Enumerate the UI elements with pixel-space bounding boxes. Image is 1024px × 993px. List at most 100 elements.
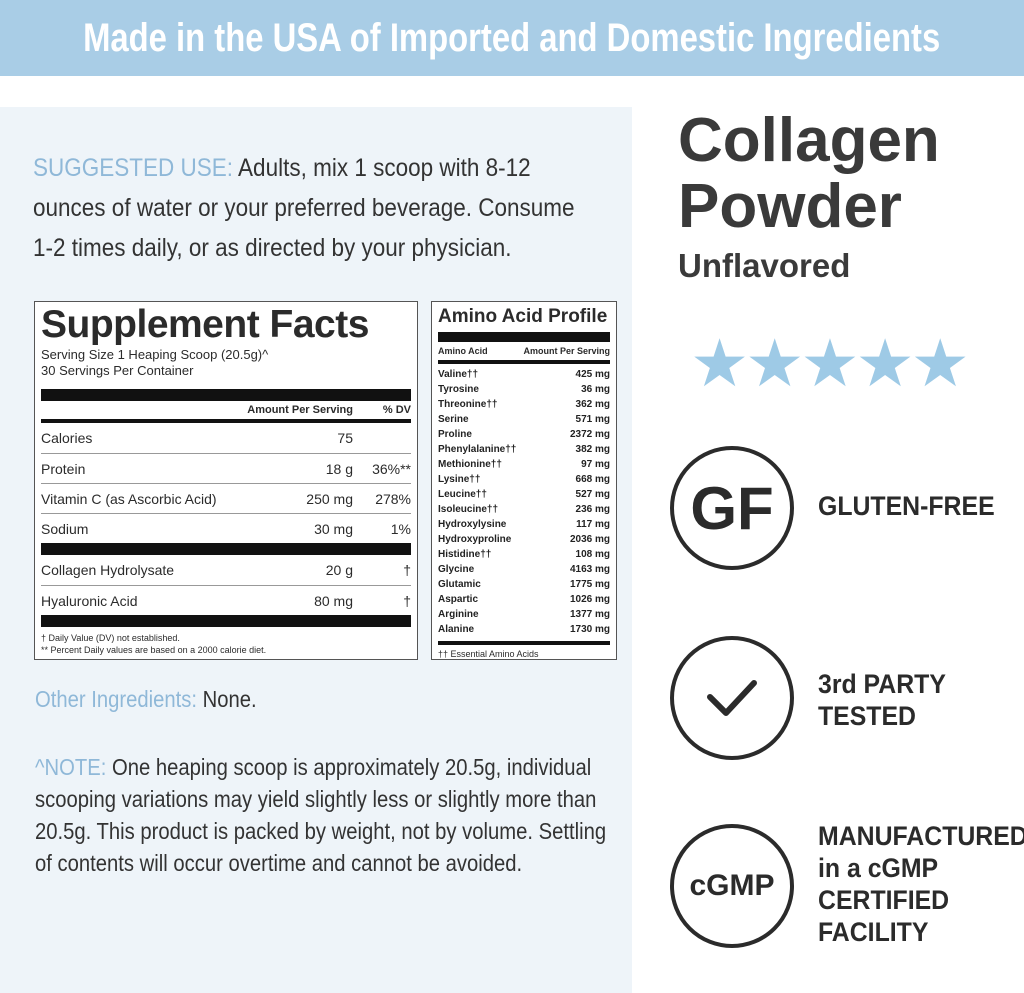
- top-banner: Made in the USA of Imported and Domestic…: [0, 0, 1024, 76]
- amino-row: Hydroxylysine 117 mg: [438, 517, 610, 532]
- nutrient-name: Collagen Hydrolysate: [41, 562, 175, 578]
- title-line2: Powder: [678, 172, 902, 241]
- footnote-dv: † Daily Value (DV) not established.: [41, 633, 180, 643]
- amino-amount: 36 mg: [581, 384, 610, 395]
- divider: [41, 543, 411, 555]
- amino-footnote: †† Essential Amino Acids: [438, 649, 539, 659]
- amino-row: Glutamic 1775 mg: [438, 577, 610, 592]
- badge-line: FACILITY: [818, 917, 929, 947]
- divider: [41, 615, 411, 627]
- amino-row: Serine 571 mg: [438, 412, 610, 427]
- nutrient-amount: 250 mg: [306, 490, 353, 507]
- amino-name: Leucine††: [438, 489, 487, 500]
- gf-text: GF: [690, 474, 774, 542]
- title-line1: Collagen: [678, 106, 940, 175]
- amino-row: Histidine†† 108 mg: [438, 547, 610, 562]
- star-rating-icon: ★★★★★: [690, 326, 970, 400]
- badge-third-party: 3rd PARTY TESTED: [818, 668, 946, 732]
- amino-amount: 382 mg: [575, 444, 610, 455]
- facts-row: Vitamin C (as Ascorbic Acid) 250 mg 278%: [41, 483, 411, 513]
- product-flavor: Unflavored: [678, 247, 851, 284]
- facts-header: Amount Per Serving % DV: [41, 401, 411, 423]
- amino-row: Valine†† 425 mg: [438, 367, 610, 382]
- badge-line: TESTED: [818, 701, 916, 731]
- col-amount: Amount Per Serving: [247, 404, 353, 416]
- cgmp-text: cGMP: [689, 869, 775, 902]
- nutrient-dv: †: [403, 592, 411, 609]
- amino-name: Methionine††: [438, 459, 502, 470]
- amino-row: Leucine†† 527 mg: [438, 487, 610, 502]
- nutrient-name: Vitamin C (as Ascorbic Acid): [41, 490, 217, 507]
- amino-row: Isoleucine†† 236 mg: [438, 502, 610, 517]
- note: ^NOTE: One heaping scoop is approximatel…: [35, 751, 616, 879]
- suggested-use: SUGGESTED USE: Adults, mix 1 scoop with …: [33, 148, 591, 268]
- badge-line: GLUTEN-FREE: [818, 491, 995, 521]
- amino-row: Phenylalanine†† 382 mg: [438, 442, 610, 457]
- amino-amount: 108 mg: [575, 549, 610, 560]
- amino-amount: 668 mg: [575, 474, 610, 485]
- nutrient-dv: 36%**: [372, 460, 411, 477]
- other-text: None.: [197, 686, 257, 712]
- product-title: Collagen Powder: [678, 108, 940, 240]
- other-label: Other Ingredients:: [35, 686, 198, 712]
- nutrient-amount: 30 mg: [314, 520, 353, 537]
- amino-name: Lysine††: [438, 474, 481, 485]
- amino-name: Arginine: [438, 609, 479, 620]
- nutrient-dv: 1%: [390, 520, 411, 537]
- nutrient-amount: 18 g: [325, 460, 353, 477]
- badge-cgmp: MANUFACTURED in a cGMP CERTIFIED FACILITY: [818, 820, 1024, 948]
- nutrient-name: Hyaluronic Acid: [41, 592, 138, 609]
- amino-title: Amino Acid Profile: [438, 306, 608, 327]
- other-ingredients: Other Ingredients: None.: [35, 686, 616, 713]
- amino-amount: 117 mg: [576, 519, 610, 530]
- amino-row: Threonine†† 362 mg: [438, 397, 610, 412]
- badge-line: MANUFACTURED: [818, 821, 1024, 851]
- badge-line: in a cGMP: [818, 853, 939, 883]
- amino-name: Glutamic: [438, 579, 481, 590]
- amino-amount: 527 mg: [575, 489, 610, 500]
- amino-row: Alanine 1730 mg: [438, 622, 610, 637]
- note-text: One heaping scoop is approximately 20.5g…: [35, 754, 607, 876]
- gf-badge-icon: GF: [670, 446, 794, 570]
- facts-row: Collagen Hydrolysate 20 g †: [41, 555, 411, 585]
- servings-per-container: 30 Servings Per Container: [41, 363, 194, 378]
- divider: [41, 389, 411, 401]
- amino-name: Histidine††: [438, 549, 492, 560]
- note-label: ^NOTE:: [35, 754, 107, 780]
- amino-row: Proline 2372 mg: [438, 427, 610, 442]
- facts-row: Sodium 30 mg 1%: [41, 513, 411, 543]
- amino-row: Aspartic 1026 mg: [438, 592, 610, 607]
- amino-name: Glycine: [438, 564, 475, 575]
- amino-amount: 425 mg: [575, 369, 610, 380]
- amino-row: Tyrosine 36 mg: [438, 382, 610, 397]
- amino-amount: 1377 mg: [569, 609, 610, 620]
- serving-size: Serving Size 1 Heaping Scoop (20.5g)^: [41, 347, 269, 362]
- col-dv: % DV: [382, 404, 411, 416]
- footnote-percent: ** Percent Daily values are based on a 2…: [41, 645, 267, 655]
- nutrient-name: Protein: [41, 460, 86, 477]
- amino-name: Hydroxyproline: [438, 534, 512, 545]
- supplement-facts: Supplement Facts Serving Size 1 Heaping …: [34, 301, 418, 660]
- col-amino: Amino Acid: [438, 346, 488, 356]
- amino-amount: 1026 mg: [569, 594, 610, 605]
- amino-row: Hydroxyproline 2036 mg: [438, 532, 610, 547]
- facts-row: Hyaluronic Acid 80 mg †: [41, 585, 411, 615]
- nutrient-name: Sodium: [41, 520, 89, 537]
- facts-row: Calories 75: [41, 423, 411, 453]
- amino-name: Phenylalanine††: [438, 444, 517, 455]
- facts-row: Protein 18 g 36%**: [41, 453, 411, 483]
- amino-amount: 362 mg: [575, 399, 610, 410]
- amino-name: Serine: [438, 414, 469, 425]
- amino-name: Hydroxylysine: [438, 519, 507, 530]
- amino-amount: 571 mg: [575, 414, 610, 425]
- nutrient-amount: 20 g: [325, 562, 353, 578]
- nutrient-amount: 80 mg: [314, 592, 353, 609]
- amino-amount: 4163 mg: [569, 564, 610, 575]
- col-amount: Amount Per Serving: [523, 346, 610, 356]
- amino-name: Alanine: [438, 624, 475, 635]
- nutrient-dv: †: [403, 562, 411, 578]
- amino-name: Threonine††: [438, 399, 498, 410]
- nutrient-amount: 75: [337, 430, 353, 446]
- banner-text: Made in the USA of Imported and Domestic…: [83, 15, 941, 60]
- badge-line: CERTIFIED: [818, 885, 950, 915]
